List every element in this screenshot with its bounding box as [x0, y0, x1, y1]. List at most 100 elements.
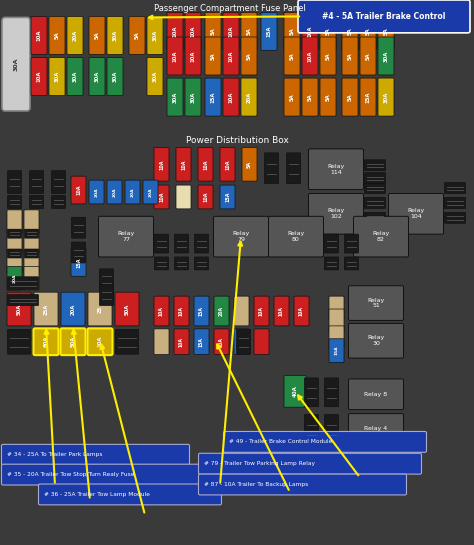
FancyBboxPatch shape — [365, 213, 385, 223]
Text: 5A: 5A — [347, 93, 353, 101]
FancyBboxPatch shape — [176, 185, 191, 209]
FancyBboxPatch shape — [378, 13, 394, 50]
FancyBboxPatch shape — [185, 78, 201, 116]
Text: Power Distribution Box: Power Distribution Box — [185, 136, 289, 146]
Text: Relay
77: Relay 77 — [118, 231, 135, 242]
FancyBboxPatch shape — [194, 329, 209, 355]
FancyBboxPatch shape — [72, 217, 85, 238]
FancyBboxPatch shape — [52, 171, 65, 193]
FancyBboxPatch shape — [72, 242, 85, 263]
FancyBboxPatch shape — [268, 216, 323, 257]
FancyBboxPatch shape — [116, 329, 138, 354]
FancyBboxPatch shape — [7, 250, 22, 274]
Text: 10A: 10A — [228, 26, 234, 37]
FancyBboxPatch shape — [129, 16, 145, 54]
Text: 5A: 5A — [326, 93, 330, 101]
Text: 10A: 10A — [299, 306, 304, 316]
Text: Relay
51: Relay 51 — [367, 298, 384, 308]
FancyBboxPatch shape — [49, 16, 65, 54]
Text: #4 - 5A Trailer Brake Control: #4 - 5A Trailer Brake Control — [322, 12, 446, 21]
FancyBboxPatch shape — [325, 234, 338, 253]
FancyBboxPatch shape — [224, 432, 427, 452]
Text: 5A: 5A — [246, 52, 252, 60]
FancyBboxPatch shape — [284, 37, 300, 75]
Text: # 49 - Trailer Brake Control Module: # 49 - Trailer Brake Control Module — [229, 439, 332, 444]
FancyBboxPatch shape — [365, 197, 385, 208]
FancyBboxPatch shape — [167, 37, 183, 75]
FancyBboxPatch shape — [24, 229, 39, 253]
FancyBboxPatch shape — [89, 180, 104, 204]
Text: 10A: 10A — [159, 159, 164, 169]
Text: 15A: 15A — [365, 92, 371, 103]
FancyBboxPatch shape — [100, 284, 113, 306]
Text: 10A: 10A — [228, 50, 234, 62]
FancyBboxPatch shape — [25, 229, 38, 238]
FancyBboxPatch shape — [329, 326, 344, 350]
Text: 5A: 5A — [290, 93, 294, 101]
Text: Relay
80: Relay 80 — [287, 231, 305, 242]
FancyBboxPatch shape — [89, 58, 105, 95]
FancyBboxPatch shape — [298, 0, 470, 33]
FancyBboxPatch shape — [445, 183, 465, 193]
Text: # 87 - 10A Trailer To Backup Lamps: # 87 - 10A Trailer To Backup Lamps — [204, 482, 308, 487]
Text: 10A: 10A — [173, 50, 177, 62]
FancyBboxPatch shape — [286, 153, 301, 184]
FancyBboxPatch shape — [115, 292, 139, 326]
Text: 10A: 10A — [279, 306, 284, 316]
Text: 5A: 5A — [55, 32, 60, 39]
Text: 10A: 10A — [191, 26, 195, 37]
FancyBboxPatch shape — [304, 378, 319, 407]
FancyBboxPatch shape — [154, 147, 169, 181]
FancyBboxPatch shape — [185, 37, 201, 75]
Text: 10A: 10A — [179, 306, 184, 316]
FancyBboxPatch shape — [304, 415, 319, 444]
FancyBboxPatch shape — [345, 257, 358, 270]
Text: # 35 - 20A Trailer Tow Stop/Turn Realy Fuse: # 35 - 20A Trailer Tow Stop/Turn Realy F… — [7, 472, 135, 477]
FancyBboxPatch shape — [174, 257, 189, 270]
Text: 30A: 30A — [13, 58, 18, 71]
FancyBboxPatch shape — [67, 58, 83, 95]
FancyBboxPatch shape — [34, 328, 58, 355]
Text: 30A: 30A — [153, 71, 157, 82]
FancyBboxPatch shape — [174, 234, 189, 253]
FancyBboxPatch shape — [8, 295, 38, 306]
Text: 30A: 30A — [112, 71, 118, 82]
FancyBboxPatch shape — [325, 257, 338, 270]
FancyBboxPatch shape — [31, 16, 47, 54]
FancyBboxPatch shape — [348, 286, 403, 320]
FancyBboxPatch shape — [67, 16, 83, 54]
Text: 20A: 20A — [73, 30, 78, 41]
Text: Relay 4: Relay 4 — [365, 427, 388, 432]
FancyBboxPatch shape — [354, 216, 409, 257]
FancyBboxPatch shape — [348, 323, 403, 358]
FancyBboxPatch shape — [61, 328, 85, 355]
FancyBboxPatch shape — [100, 269, 113, 290]
Text: 5A: 5A — [326, 27, 330, 35]
FancyBboxPatch shape — [125, 180, 140, 204]
Text: 5A: 5A — [347, 52, 353, 60]
FancyBboxPatch shape — [199, 453, 421, 474]
FancyBboxPatch shape — [329, 339, 344, 362]
FancyBboxPatch shape — [329, 296, 344, 320]
Text: 30A: 30A — [383, 50, 389, 62]
Text: Relay 8: Relay 8 — [365, 392, 388, 397]
FancyBboxPatch shape — [8, 229, 21, 238]
Text: 10A: 10A — [259, 306, 264, 316]
FancyBboxPatch shape — [284, 78, 300, 116]
Text: Relay
114: Relay 114 — [328, 164, 345, 174]
Text: 5A: 5A — [383, 27, 389, 35]
Text: 25A: 25A — [44, 304, 48, 314]
FancyBboxPatch shape — [234, 296, 249, 326]
Text: Relay
82: Relay 82 — [373, 231, 390, 242]
FancyBboxPatch shape — [7, 210, 22, 234]
Text: 10A: 10A — [203, 159, 208, 169]
FancyBboxPatch shape — [174, 296, 189, 326]
FancyBboxPatch shape — [365, 173, 385, 184]
FancyBboxPatch shape — [325, 378, 338, 407]
Text: 20A: 20A — [12, 274, 17, 283]
Text: 30A: 30A — [94, 71, 100, 82]
Text: 5A: 5A — [210, 52, 216, 60]
FancyBboxPatch shape — [365, 183, 385, 193]
Text: 50A: 50A — [125, 304, 129, 314]
Text: 5A: 5A — [210, 27, 216, 35]
